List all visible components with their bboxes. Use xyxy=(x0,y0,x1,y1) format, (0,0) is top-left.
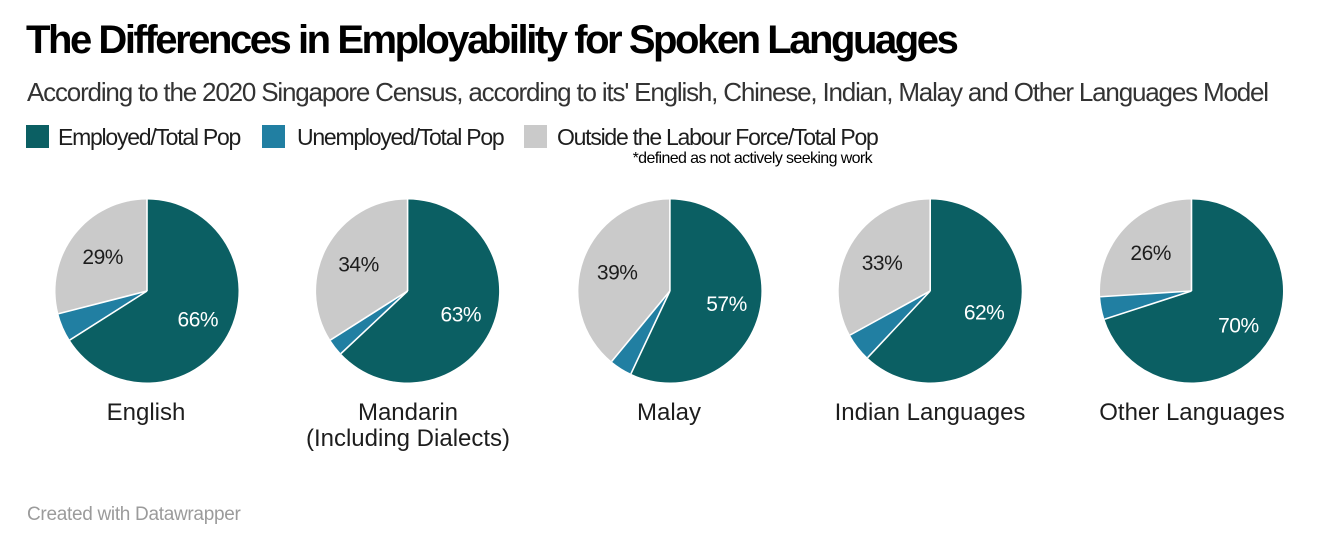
svg-text:39%: 39% xyxy=(597,261,638,284)
svg-text:66%: 66% xyxy=(178,308,219,331)
svg-text:70%: 70% xyxy=(1218,315,1259,338)
svg-text:26%: 26% xyxy=(1130,242,1171,265)
svg-text:62%: 62% xyxy=(964,302,1005,325)
svg-text:63%: 63% xyxy=(441,303,482,326)
svg-text:34%: 34% xyxy=(338,253,379,276)
svg-text:29%: 29% xyxy=(82,246,123,269)
svg-text:33%: 33% xyxy=(862,252,903,275)
svg-text:57%: 57% xyxy=(706,293,747,316)
